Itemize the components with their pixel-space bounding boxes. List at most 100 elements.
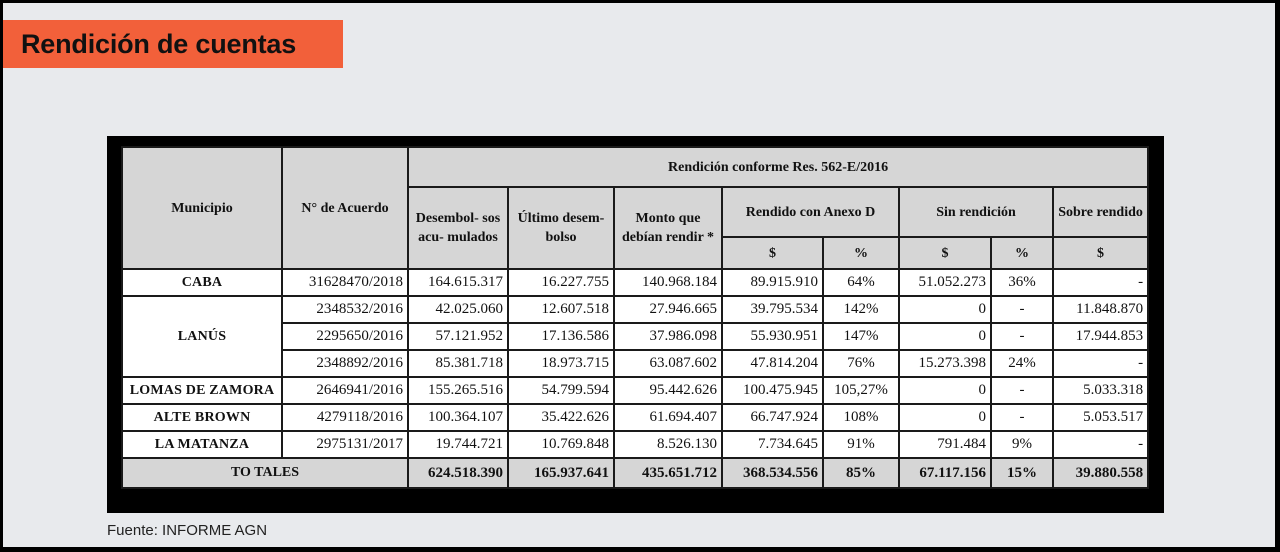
cell-rendido: 100.475.945 <box>721 376 824 405</box>
cell-monto: 37.986.098 <box>613 322 723 351</box>
cell-monto: 8.526.130 <box>613 430 723 459</box>
subheader-sobre-pesos: $ <box>1051 236 1150 270</box>
cell-rendido-pct: 142% <box>822 295 900 324</box>
table-row: LOMAS DE ZAMORA 2646941/2016 155.265.516… <box>121 376 1150 405</box>
rendicion-table: Municipio N° de Acuerdo Rendición confor… <box>121 146 1150 489</box>
page-frame: Rendición de cuentas Municipio N° de Acu… <box>3 3 1275 547</box>
cell-sin-pct: 36% <box>990 268 1054 297</box>
cell-sin-pct: - <box>990 376 1054 405</box>
total-desembolsos: 624.518.390 <box>407 457 509 489</box>
subheader-sin-pesos: $ <box>898 236 992 270</box>
cell-desembolsos: 42.025.060 <box>407 295 509 324</box>
cell-rendido: 89.915.910 <box>721 268 824 297</box>
total-sin: 67.117.156 <box>898 457 992 489</box>
cell-rendido-pct: 105,27% <box>822 376 900 405</box>
cell-monto: 140.968.184 <box>613 268 723 297</box>
total-ultimo: 165.937.641 <box>507 457 615 489</box>
cell-ultimo: 12.607.518 <box>507 295 615 324</box>
cell-ultimo: 16.227.755 <box>507 268 615 297</box>
cell-desembolsos: 85.381.718 <box>407 349 509 378</box>
subheader-rendido-pct: % <box>822 236 900 270</box>
total-rendido: 368.534.556 <box>721 457 824 489</box>
cell-rendido: 55.930.951 <box>721 322 824 351</box>
cell-rendido-pct: 91% <box>822 430 900 459</box>
cell-municipio: ALTE BROWN <box>121 403 283 432</box>
cell-sin: 791.484 <box>898 430 992 459</box>
cell-rendido: 7.734.645 <box>721 430 824 459</box>
cell-desembolsos: 57.121.952 <box>407 322 509 351</box>
cell-sin: 0 <box>898 376 992 405</box>
source-caption: Fuente: INFORME AGN <box>107 522 268 539</box>
header-desembolsos: Desembol- sos acu- mulados <box>407 186 509 270</box>
cell-sin-pct: - <box>990 322 1054 351</box>
cell-acuerdo: 2348532/2016 <box>281 295 409 324</box>
cell-desembolsos: 19.744.721 <box>407 430 509 459</box>
cell-acuerdo: 2348892/2016 <box>281 349 409 378</box>
header-ultimo: Último desem- bolso <box>507 186 615 270</box>
header-monto: Monto que debían rendir * <box>613 186 723 270</box>
cell-sobre: 5.033.318 <box>1051 376 1150 405</box>
cell-rendido-pct: 108% <box>822 403 900 432</box>
table-row: 2348892/2016 85.381.718 18.973.715 63.08… <box>122 349 1150 378</box>
cell-municipio: LANÚS <box>121 295 283 378</box>
cell-rendido: 66.747.924 <box>721 403 824 432</box>
total-sin-pct: 15% <box>990 457 1054 489</box>
cell-sobre: 11.848.870 <box>1051 295 1150 324</box>
cell-ultimo: 54.799.594 <box>507 376 615 405</box>
cell-rendido: 47.814.204 <box>721 349 824 378</box>
cell-desembolsos: 155.265.516 <box>407 376 509 405</box>
cell-sin: 0 <box>898 403 992 432</box>
title-bar: Rendición de cuentas <box>3 20 343 68</box>
cell-sin: 0 <box>898 295 992 324</box>
cell-acuerdo: 2975131/2017 <box>281 430 409 459</box>
cell-monto: 95.442.626 <box>613 376 723 405</box>
cell-municipio: CABA <box>121 268 283 297</box>
header-acuerdo: N° de Acuerdo <box>281 146 409 270</box>
cell-rendido-pct: 76% <box>822 349 900 378</box>
cell-ultimo: 18.973.715 <box>507 349 615 378</box>
page-title: Rendición de cuentas <box>21 29 297 59</box>
subheader-sin-pct: % <box>990 236 1054 270</box>
cell-monto: 63.087.602 <box>613 349 723 378</box>
cell-sobre: 5.053.517 <box>1051 403 1150 432</box>
total-monto: 435.651.712 <box>613 457 723 489</box>
table-row: CABA 31628470/2018 164.615.317 16.227.75… <box>121 268 1150 297</box>
cell-monto: 27.946.665 <box>613 295 723 324</box>
cell-sobre: - <box>1051 268 1150 297</box>
table-row: ALTE BROWN 4279118/2016 100.364.107 35.4… <box>121 403 1150 432</box>
cell-sin: 51.052.273 <box>898 268 992 297</box>
cell-acuerdo: 31628470/2018 <box>281 268 409 297</box>
cell-sin: 0 <box>898 322 992 351</box>
header-municipio: Municipio <box>121 146 283 270</box>
cell-municipio: LOMAS DE ZAMORA <box>121 376 283 405</box>
cell-desembolsos: 164.615.317 <box>407 268 509 297</box>
total-rendido-pct: 85% <box>822 457 900 489</box>
cell-sobre: - <box>1051 430 1150 459</box>
totals-label: TO TALES <box>121 457 409 489</box>
cell-rendido-pct: 147% <box>822 322 900 351</box>
cell-sobre: - <box>1051 349 1150 378</box>
cell-acuerdo: 2295650/2016 <box>281 322 409 351</box>
cell-ultimo: 10.769.848 <box>507 430 615 459</box>
cell-rendido: 39.795.534 <box>721 295 824 324</box>
table-row: LA MATANZA 2975131/2017 19.744.721 10.76… <box>121 430 1150 459</box>
subheader-rendido-pesos: $ <box>721 236 824 270</box>
cell-acuerdo: 2646941/2016 <box>281 376 409 405</box>
cell-ultimo: 17.136.586 <box>507 322 615 351</box>
cell-sin-pct: 24% <box>990 349 1054 378</box>
cell-rendido-pct: 64% <box>822 268 900 297</box>
header-sin-rendicion: Sin rendición <box>898 186 1054 238</box>
cell-desembolsos: 100.364.107 <box>407 403 509 432</box>
header-rendido: Rendido con Anexo D <box>721 186 900 238</box>
total-sobre: 39.880.558 <box>1051 457 1150 489</box>
cell-ultimo: 35.422.626 <box>507 403 615 432</box>
table-container: Municipio N° de Acuerdo Rendición confor… <box>107 136 1164 513</box>
table-row: 2295650/2016 57.121.952 17.136.586 37.98… <box>122 322 1150 351</box>
cell-municipio: LA MATANZA <box>121 430 283 459</box>
cell-acuerdo: 4279118/2016 <box>281 403 409 432</box>
totals-row: TO TALES 624.518.390 165.937.641 435.651… <box>121 457 1150 489</box>
cell-sin-pct: - <box>990 403 1054 432</box>
cell-monto: 61.694.407 <box>613 403 723 432</box>
cell-sin: 15.273.398 <box>898 349 992 378</box>
table-row: LANÚS 2348532/2016 42.025.060 12.607.518… <box>121 295 1150 378</box>
